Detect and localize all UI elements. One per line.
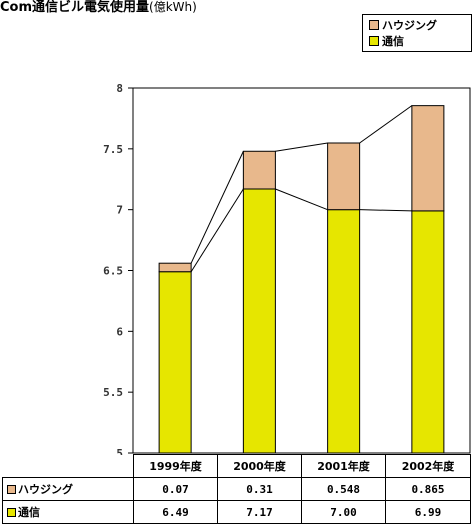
connector-line-top [275,142,328,152]
data-table: 1999年度 2000年度 2001年度 2002年度 ハウジング 0.07 0… [2,454,471,524]
legend-label-comm: 通信 [382,35,404,48]
data-table-header-row: 1999年度 2000年度 2001年度 2002年度 [2,454,471,478]
data-value-housing-2001: 0.548 [301,477,386,501]
bar-housing [158,262,192,273]
category-label-2001: 2001年度 [301,454,386,478]
data-table-rowhead-comm: 通信 [2,500,134,524]
bar-comm [411,210,445,454]
category-label-2000: 2000年度 [217,454,302,478]
table-swatch-housing [7,484,16,494]
chart-plot: 5 5.5 6 6.5 7 7.5 8 [103,82,471,455]
y-tick-label: 8 [116,82,123,95]
connector-line-base [190,188,244,272]
y-tick-label: 5 [116,447,123,455]
data-value-comm-1999: 6.49 [133,500,218,524]
legend-label-housing: ハウジング [382,19,437,32]
y-tick-label: 6 [116,325,123,338]
connector-line-base [275,188,328,211]
category-label-2002: 2002年度 [385,454,471,478]
table-swatch-comm [7,507,16,517]
legend-swatch-housing [369,20,379,30]
y-tick-label: 5.5 [103,386,123,399]
y-tick-label: 6.5 [103,265,123,278]
bar-comm [158,271,192,454]
data-value-comm-2001: 7.00 [301,500,386,524]
category-label-1999: 1999年度 [133,454,218,478]
data-table-row-housing: ハウジング 0.07 0.31 0.548 0.865 [2,477,471,501]
legend-item-housing: ハウジング [369,19,437,33]
connector-line-top [359,105,413,144]
connector-line-top [190,151,244,264]
bar-comm [242,188,276,454]
chart-unit: (億kWh) [149,0,197,14]
legend-swatch-comm [369,36,379,46]
table-rowlabel-housing: ハウジング [18,483,73,496]
connector-line-base [359,209,412,212]
table-rowlabel-comm: 通信 [18,506,40,519]
data-value-comm-2000: 7.17 [217,500,302,524]
chart-title-text: Com通信ビル電気使用量 [0,0,150,15]
data-value-housing-2002: 0.865 [385,477,471,501]
bar-housing [411,105,445,212]
y-tick-label: 7 [116,204,123,217]
chart-title: Com通信ビル電気使用量(億kWh) [0,0,197,15]
bar-comm [327,209,361,454]
bar-housing [242,150,276,190]
bar-housing [327,142,361,211]
legend: ハウジング 通信 [362,14,472,52]
data-value-housing-1999: 0.07 [133,477,218,501]
data-table-corner [2,454,134,478]
data-table-rowhead-housing: ハウジング [2,477,134,501]
legend-item-comm: 通信 [369,35,404,49]
data-table-row-comm: 通信 6.49 7.17 7.00 6.99 [2,500,471,524]
data-value-comm-2002: 6.99 [385,500,471,524]
y-tick-label: 7.5 [103,143,123,156]
data-value-housing-2000: 0.31 [217,477,302,501]
